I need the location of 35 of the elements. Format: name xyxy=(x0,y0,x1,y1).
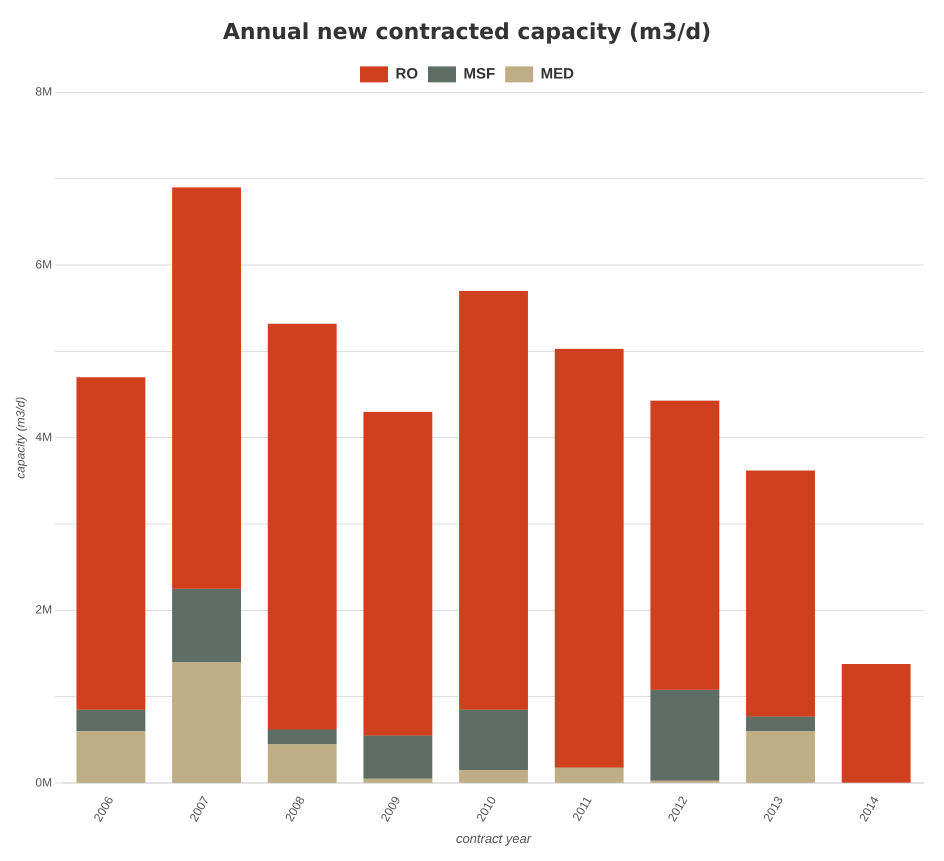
bar xyxy=(650,400,720,690)
bar xyxy=(842,664,911,783)
bar xyxy=(459,710,528,770)
bar xyxy=(746,716,815,732)
y-tick-label: 4M xyxy=(35,430,52,444)
legend-label: MED xyxy=(540,66,574,83)
y-tick-label: 8M xyxy=(35,84,52,99)
bar xyxy=(172,187,241,589)
bar xyxy=(172,662,241,783)
bar xyxy=(746,731,815,783)
bar xyxy=(363,736,432,779)
legend-label: RO xyxy=(396,66,418,83)
bar xyxy=(459,770,528,783)
y-tick-label: 2M xyxy=(35,602,52,617)
bar xyxy=(76,710,146,732)
bar xyxy=(268,730,337,744)
y-tick-label: 6M xyxy=(35,257,52,272)
bar xyxy=(363,778,432,783)
legend-label: MSF xyxy=(464,66,496,83)
bar xyxy=(554,348,624,768)
bar xyxy=(268,744,337,783)
bar xyxy=(76,731,146,783)
bar xyxy=(650,780,720,783)
bar xyxy=(172,588,241,662)
x-axis-title: contract year xyxy=(456,830,532,846)
bar xyxy=(363,412,432,736)
bar xyxy=(746,470,815,717)
bar xyxy=(76,377,146,710)
bar xyxy=(268,324,337,730)
bar xyxy=(459,290,528,710)
chart-title: Annual new contracted capacity (m3/d) xyxy=(222,20,712,45)
bar xyxy=(554,768,624,783)
bar xyxy=(650,690,720,780)
y-tick-label: 0M xyxy=(35,775,52,790)
y-axis-title: capacity (m3/d) xyxy=(14,396,28,479)
